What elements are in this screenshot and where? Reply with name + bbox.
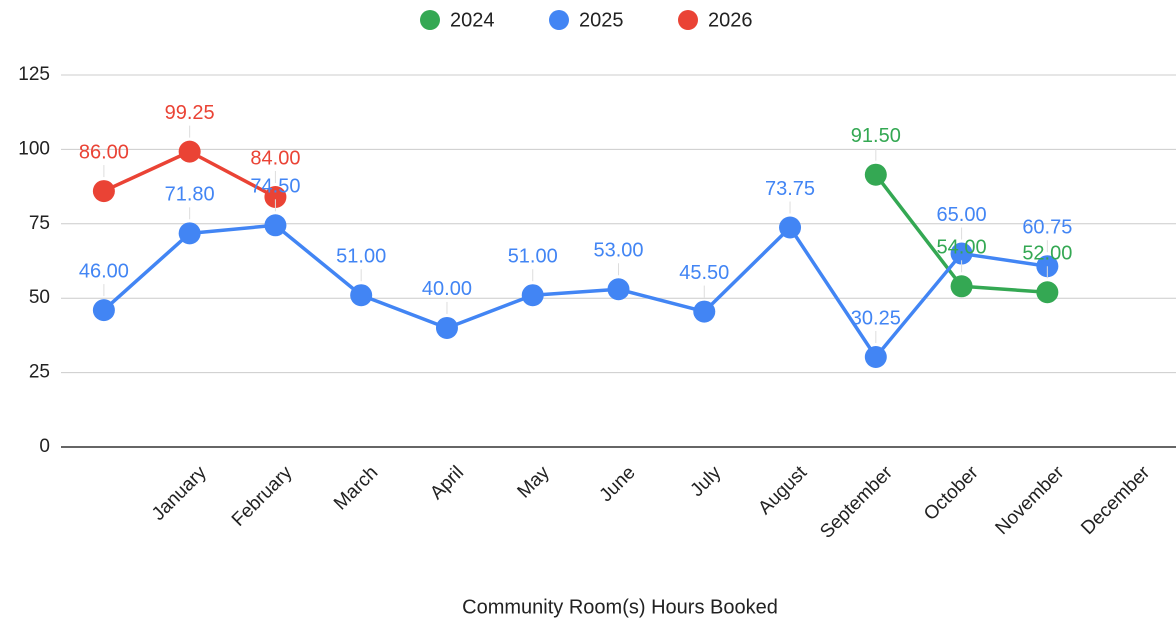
- data-point: [435, 316, 458, 339]
- data-point: [864, 345, 887, 368]
- data-label: 91.50: [851, 125, 901, 147]
- data-label: 45.50: [679, 262, 729, 284]
- data-point: [521, 284, 544, 307]
- data-point: [178, 140, 201, 163]
- y-tick-label: 0: [39, 436, 50, 457]
- data-point: [1036, 255, 1059, 278]
- data-label: 74.50: [250, 176, 300, 198]
- data-label: 53.00: [593, 240, 643, 262]
- data-point: [950, 275, 973, 298]
- chart-title: Community Room(s) Hours Booked: [462, 596, 778, 618]
- y-tick-label: 100: [18, 138, 50, 159]
- data-label: 99.25: [165, 102, 215, 124]
- y-tick-label: 25: [29, 362, 50, 383]
- data-point: [264, 214, 287, 237]
- x-tick-label: August: [754, 462, 811, 519]
- data-label: 40.00: [422, 278, 472, 300]
- data-label: 86.00: [79, 141, 129, 163]
- legend-marker: [420, 10, 440, 30]
- data-point: [1036, 281, 1059, 304]
- x-tick-label: November: [992, 462, 1069, 539]
- data-label: 51.00: [336, 246, 386, 268]
- data-label: 52.00: [1022, 243, 1072, 265]
- data-point: [178, 222, 201, 245]
- x-tick-label: February: [228, 462, 297, 531]
- x-tick-label: January: [148, 462, 211, 525]
- data-label: 46.00: [79, 260, 129, 282]
- data-point: [92, 180, 115, 203]
- data-point: [779, 216, 802, 239]
- legend-label: 2026: [708, 9, 753, 31]
- x-tick-label: October: [920, 462, 983, 525]
- x-tick-label: September: [816, 462, 897, 543]
- data-label: 60.75: [1022, 216, 1072, 238]
- x-tick-label: March: [330, 462, 382, 514]
- y-tick-label: 50: [29, 287, 50, 308]
- data-label: 54.00: [937, 237, 987, 259]
- x-tick-label: June: [596, 462, 640, 506]
- legend-marker: [549, 10, 569, 30]
- data-label: 30.25: [851, 307, 901, 329]
- data-point: [864, 163, 887, 186]
- x-tick-label: December: [1077, 462, 1154, 539]
- legend-marker: [678, 10, 698, 30]
- data-label: 71.80: [165, 184, 215, 206]
- data-point: [264, 186, 287, 209]
- y-tick-label: 125: [18, 64, 50, 85]
- data-point: [350, 284, 373, 307]
- x-tick-label: April: [426, 462, 468, 504]
- x-tick-label: May: [514, 462, 555, 503]
- y-tick-label: 75: [29, 213, 50, 234]
- data-label: 84.00: [250, 147, 300, 169]
- data-point: [693, 300, 716, 323]
- legend-label: 2025: [579, 9, 624, 31]
- data-label: 73.75: [765, 178, 815, 200]
- data-point: [92, 299, 115, 322]
- legend-label: 2024: [450, 9, 495, 31]
- data-point: [950, 242, 973, 265]
- data-label: 65.00: [937, 204, 987, 226]
- series-line: [102, 223, 1048, 359]
- x-tick-label: July: [687, 462, 726, 501]
- data-label: 51.00: [508, 246, 558, 268]
- data-point: [607, 278, 630, 301]
